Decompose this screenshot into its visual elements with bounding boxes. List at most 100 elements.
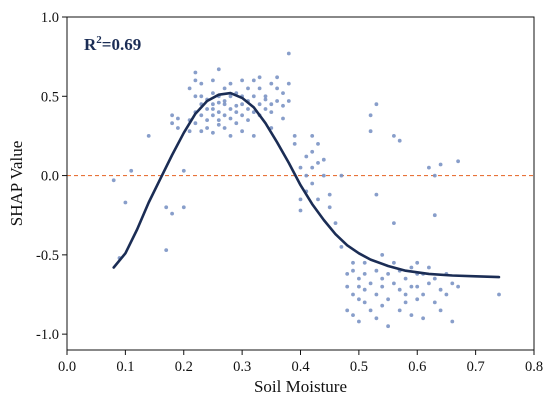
data-point <box>234 103 239 108</box>
data-point <box>409 284 414 289</box>
data-point <box>281 91 285 95</box>
data-point <box>321 173 326 178</box>
data-point <box>432 276 437 281</box>
data-point <box>193 70 198 75</box>
x-tick-label: 0.1 <box>116 359 134 375</box>
data-point <box>164 248 169 253</box>
data-point <box>368 308 373 313</box>
data-point <box>351 260 355 265</box>
data-point <box>362 287 367 292</box>
data-point <box>222 126 227 130</box>
data-point <box>146 134 151 138</box>
data-point <box>450 319 455 324</box>
data-point <box>263 94 268 99</box>
data-point <box>240 129 245 134</box>
data-point <box>298 208 303 213</box>
data-point <box>275 86 279 91</box>
data-point <box>304 154 309 159</box>
data-point <box>357 297 361 302</box>
data-point <box>269 110 274 114</box>
data-point <box>211 91 215 95</box>
data-point <box>263 97 268 102</box>
data-point <box>257 86 262 91</box>
data-point <box>240 102 245 107</box>
data-point <box>216 110 221 114</box>
y-axis-title: SHAP Value <box>7 141 26 226</box>
data-point <box>246 118 250 122</box>
data-point <box>316 197 320 202</box>
data-point <box>251 94 256 99</box>
data-point <box>427 281 431 286</box>
data-point <box>409 265 414 270</box>
data-point <box>321 157 326 162</box>
data-point <box>421 316 425 321</box>
data-point <box>211 113 215 118</box>
data-point <box>281 116 285 121</box>
data-point <box>181 168 186 173</box>
data-point <box>421 292 425 297</box>
data-point <box>269 81 274 86</box>
x-tick-label: 0.0 <box>58 359 76 375</box>
data-point <box>339 245 344 249</box>
data-point <box>386 272 390 276</box>
data-point <box>193 94 198 99</box>
data-point <box>187 86 192 91</box>
axis-ticks: 0.0 0.1 0.2 0.3 0.4 0.5 0.6 0.7 0.8 -1.0 -0.5 0.0 0.… <box>36 10 543 375</box>
data-point <box>438 162 443 167</box>
data-point <box>228 94 233 99</box>
data-point <box>281 103 285 108</box>
data-point <box>228 107 233 111</box>
data-point <box>392 281 396 286</box>
data-point <box>397 138 402 143</box>
data-point <box>170 113 175 118</box>
y-tick-label: 0.0 <box>41 169 59 185</box>
data-point <box>216 67 221 72</box>
x-tick-label: 0.2 <box>175 359 193 375</box>
data-point <box>257 102 262 107</box>
data-point <box>316 142 320 146</box>
data-point <box>251 78 256 83</box>
x-tick-label: 0.8 <box>525 359 543 375</box>
data-point <box>298 165 303 170</box>
data-point <box>497 292 501 297</box>
data-point <box>403 300 408 305</box>
data-point <box>432 213 437 218</box>
data-point <box>362 260 367 265</box>
data-point <box>246 86 250 91</box>
data-point <box>415 297 420 302</box>
data-point <box>263 107 268 111</box>
data-point <box>415 260 420 265</box>
data-point <box>438 308 443 313</box>
data-point <box>216 100 221 105</box>
data-point <box>357 319 361 324</box>
data-point <box>456 159 460 164</box>
data-point <box>427 265 431 270</box>
data-point <box>310 149 315 154</box>
data-point <box>432 300 437 305</box>
data-point <box>187 129 192 134</box>
x-tick-label: 0.3 <box>233 359 251 375</box>
data-point <box>228 134 233 138</box>
data-point <box>228 116 233 121</box>
data-point <box>222 113 227 118</box>
data-point <box>251 134 256 138</box>
data-point <box>368 113 373 118</box>
data-point <box>357 284 361 289</box>
data-point <box>216 122 221 127</box>
y-tick-label: 0.5 <box>41 89 59 105</box>
data-point <box>205 118 210 122</box>
data-point <box>415 284 420 289</box>
data-point <box>246 107 250 111</box>
data-point <box>292 142 297 146</box>
data-point <box>392 221 396 226</box>
data-point <box>456 284 460 289</box>
data-point <box>170 211 175 216</box>
data-point <box>427 165 431 170</box>
data-point <box>193 78 198 83</box>
data-point <box>316 161 320 165</box>
data-point <box>211 130 215 135</box>
data-point <box>386 324 390 329</box>
data-point <box>409 313 414 317</box>
data-point <box>199 94 204 99</box>
